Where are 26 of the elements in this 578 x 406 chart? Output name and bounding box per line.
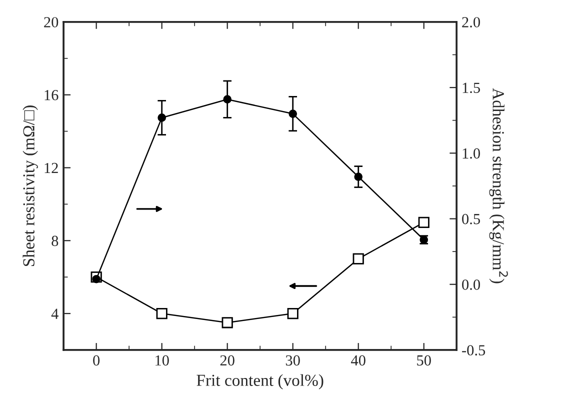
point: [287, 308, 298, 320]
point: [418, 216, 430, 228]
y-tick-label: 20: [44, 17, 58, 28]
y-tick-label: 12: [44, 162, 58, 174]
y-axis-title: Sheet resistivity (mΩ/□): [22, 106, 38, 266]
x-axis-title: Frit content (vol%): [196, 374, 324, 390]
y2-tick-label: 1.5: [462, 82, 480, 94]
x-tick-label: 50: [417, 355, 431, 366]
y-tick-label: 4: [51, 308, 58, 319]
y2-axis-title: Adhesion strength (Kg/mm$^{2}$): [489, 88, 508, 284]
point: [156, 308, 168, 320]
y2-tick-label: 0.0: [462, 280, 480, 290]
x-tick-label: 10: [156, 355, 169, 366]
point: [352, 253, 364, 264]
x-tick-label: 30: [286, 355, 300, 366]
y2-tick-label: 1.0: [462, 148, 480, 159]
x-tick-label: 20: [220, 355, 234, 366]
y2-tick-label: 2.0: [462, 17, 480, 28]
point: [92, 274, 100, 284]
y2-tick-label: 0.5: [462, 214, 480, 224]
y-tick-label: 16: [44, 90, 58, 100]
point: [222, 317, 233, 328]
y-tick-label: 8: [52, 236, 58, 246]
x-tick-label: 0: [93, 355, 100, 366]
y2-tick-label: -0.5: [462, 345, 486, 356]
x-tick-label: 40: [351, 355, 366, 366]
